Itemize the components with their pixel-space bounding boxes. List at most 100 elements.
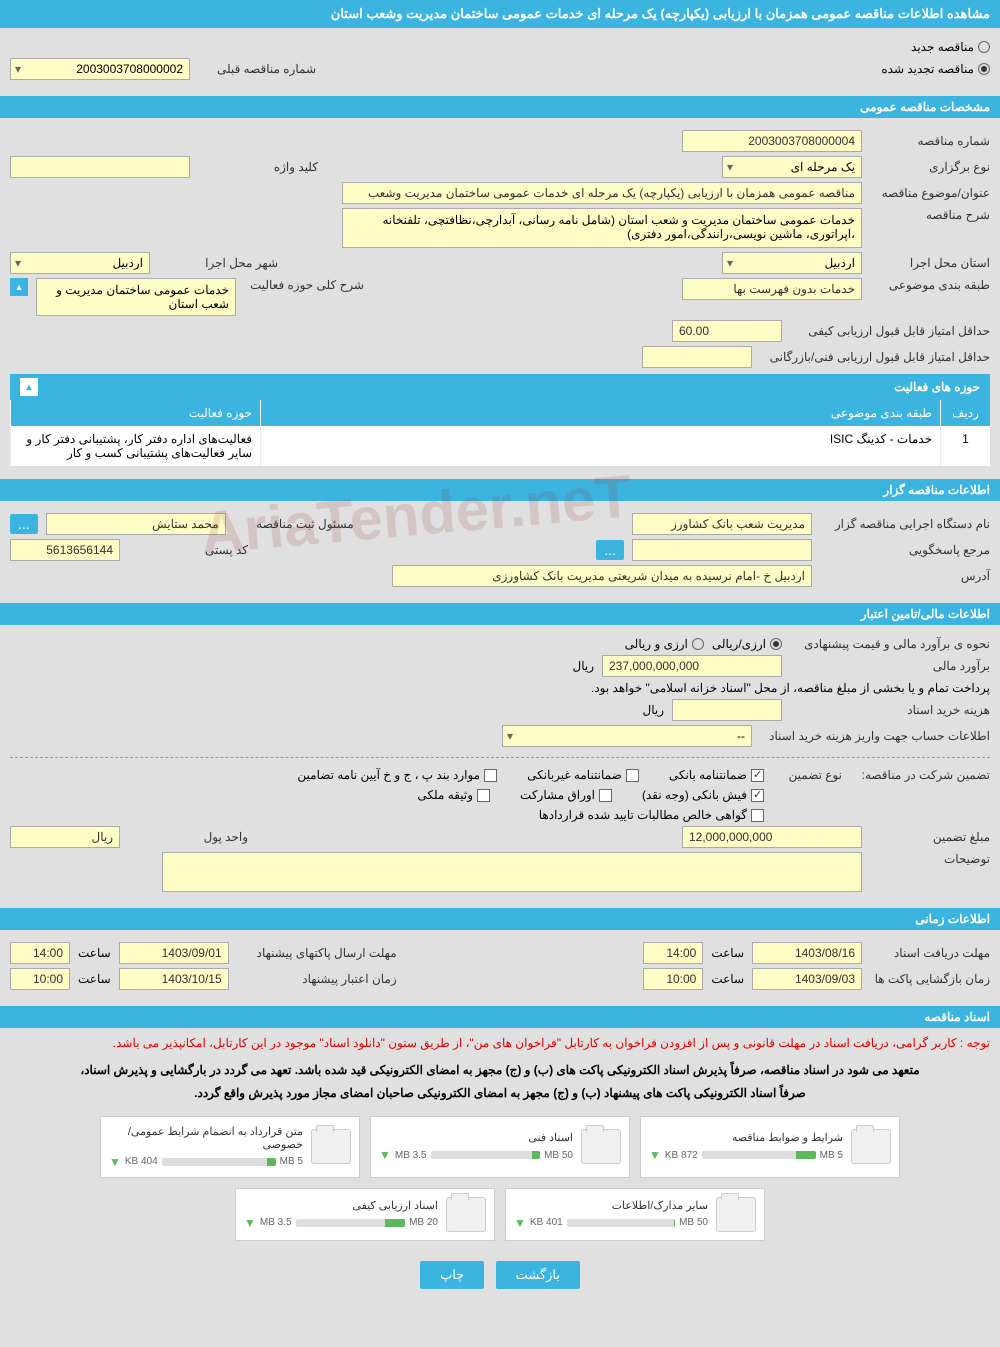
check-property[interactable]: وثیقه ملکی (417, 788, 490, 802)
file-progress-bar (702, 1151, 816, 1159)
type-select[interactable]: یک مرحله ای (722, 156, 862, 178)
doc-cost-label: هزینه خرید اسناد (790, 703, 990, 717)
radio-new-tender[interactable]: مناقصه جدید (911, 40, 990, 54)
checkbox-icon (751, 789, 764, 802)
file-total: 50 MB (544, 1150, 573, 1161)
file-card[interactable]: سایر مدارک/اطلاعات50 MB401 KB▼ (505, 1188, 765, 1241)
folder-icon (716, 1197, 756, 1232)
more-button-2[interactable]: ... (596, 540, 624, 560)
file-card[interactable]: متن قرارداد به انضمام شرایط عمومی/خصوصی5… (100, 1116, 360, 1178)
category-field: خدمات بدون فهرست بها (682, 278, 862, 300)
min-quality-field[interactable]: 60.00 (672, 320, 782, 342)
min-tech-field[interactable] (642, 346, 752, 368)
note-red: توجه : کاربر گرامی، دریافت اسناد در مهلت… (0, 1028, 1000, 1059)
checkbox-icon (477, 789, 490, 802)
file-used: 404 KB (125, 1156, 158, 1167)
open-time-field[interactable]: 10:00 (643, 968, 703, 990)
radio-dot-icon (978, 63, 990, 75)
notes-field[interactable] (162, 852, 862, 892)
section-documents: اسناد مناقصه (0, 1006, 1000, 1028)
file-card[interactable]: شرایط و ضوابط مناقصه5 MB872 KB▼ (640, 1116, 900, 1178)
download-icon[interactable]: ▼ (379, 1148, 391, 1162)
radio-forex[interactable]: ارزی و ریالی (625, 637, 704, 651)
estimate-field[interactable]: 237,000,000,000 (602, 655, 782, 677)
submit-time-field[interactable]: 14:00 (10, 942, 70, 964)
address-label: آدرس (820, 569, 990, 583)
documents-area: توجه : کاربر گرامی، دریافت اسناد در مهلت… (0, 1028, 1000, 1251)
top-radio-area: مناقصه جدید مناقصه تجدید شده شماره مناقص… (0, 28, 1000, 92)
keyword-field[interactable] (10, 156, 190, 178)
file-info: سایر مدارک/اطلاعات50 MB401 KB▼ (514, 1199, 708, 1230)
city-select[interactable]: اردبیل (10, 252, 150, 274)
file-used: 3.5 MB (395, 1150, 427, 1161)
checkbox-icon (599, 789, 612, 802)
submit-date-field[interactable]: 1403/09/01 (119, 942, 229, 964)
estimate-label: برآورد مالی (790, 659, 990, 673)
agency-label: نام دستگاه اجرایی مناقصه گزار (820, 517, 990, 531)
cell-idx: 1 (940, 426, 990, 466)
activity-desc-field[interactable]: خدمات عمومی ساختمان مدیریت و شعب استان (36, 278, 236, 316)
registrar-label: مسئول ثبت مناقصه (234, 517, 354, 531)
validity-date-field[interactable]: 1403/10/15 (119, 968, 229, 990)
file-used: 401 KB (530, 1217, 563, 1228)
file-info: اسناد فنی50 MB3.5 MB▼ (379, 1131, 573, 1162)
col-idx: ردیف (940, 400, 990, 426)
g2-label: ضمانتنامه غیربانکی (527, 768, 622, 782)
check-nonbank-guarantee[interactable]: ضمانتنامه غیربانکی (527, 768, 639, 782)
separator (10, 757, 990, 758)
radio-new-label: مناقصه جدید (911, 40, 974, 54)
agency-field: مدیریت شعب بانک کشاورز (632, 513, 812, 535)
note-black-2: صرفاً اسناد الکترونیکی پاکت های پیشنهاد … (0, 1082, 1000, 1105)
validity-time-field[interactable]: 10:00 (10, 968, 70, 990)
g6-label: وثیقه ملکی (417, 788, 473, 802)
type-label: نوع برگزاری (870, 160, 990, 174)
download-icon[interactable]: ▼ (514, 1216, 526, 1230)
check-bonds[interactable]: اوراق مشارکت (520, 788, 612, 802)
prev-tender-no-select[interactable]: 2003003708000002 (10, 58, 190, 80)
open-date-field[interactable]: 1403/09/03 (752, 968, 862, 990)
download-icon[interactable]: ▼ (649, 1148, 661, 1162)
time-label: ساعت (711, 946, 744, 960)
radio-renewed-tender[interactable]: مناقصه تجدید شده (881, 62, 990, 76)
check-regulation-items[interactable]: موارد بند پ ، ج و خ آیین نامه تضامین (297, 768, 497, 782)
account-label: اطلاعات حساب جهت واریز هزینه خرید اسناد (760, 729, 990, 743)
note-black-1: متعهد می شود در اسناد مناقصه، صرفاً پذیر… (0, 1059, 1000, 1082)
receive-date-field[interactable]: 1403/08/16 (752, 942, 862, 964)
guarantee-header: تضمین شرکت در مناقصه: (850, 768, 990, 782)
doc-cost-field[interactable] (672, 699, 782, 721)
more-button[interactable]: ... (10, 514, 38, 534)
postal-field: 5613656144 (10, 539, 120, 561)
section-general: مشخصات مناقصه عمومی (0, 96, 1000, 118)
organizer-form: نام دستگاه اجرایی مناقصه گزار مدیریت شعب… (0, 501, 1000, 599)
guarantee-amount-field[interactable]: 12,000,000,000 (682, 826, 862, 848)
section-financial: اطلاعات مالی/تامین اعتبار (0, 603, 1000, 625)
file-card[interactable]: اسناد فنی50 MB3.5 MB▼ (370, 1116, 630, 1178)
subject-field[interactable]: مناقصه عمومی همزمان با ارزیابی (یکپارچه)… (342, 182, 862, 204)
download-icon[interactable]: ▼ (244, 1216, 256, 1230)
file-info: شرایط و ضوابط مناقصه5 MB872 KB▼ (649, 1131, 843, 1162)
file-card[interactable]: اسناد ارزیابی کیفی20 MB3.5 MB▼ (235, 1188, 495, 1241)
expand-icon[interactable]: ▴ (10, 278, 28, 296)
response-field[interactable] (632, 539, 812, 561)
check-cash-receipt[interactable]: فیش بانکی (وجه نقد) (642, 788, 764, 802)
subject-label: عنوان/موضوع مناقصه (870, 186, 990, 200)
print-button[interactable]: چاپ (420, 1261, 484, 1289)
checkbox-icon (626, 769, 639, 782)
col-category: طبقه بندی موضوعی (260, 400, 940, 426)
activities-table: حوزه های فعالیت ▴ ردیف طبقه بندی موضوعی … (10, 374, 990, 467)
check-bank-guarantee[interactable]: ضمانتنامه بانکی (669, 768, 764, 782)
desc-field[interactable]: خدمات عمومی ساختمان مدیریت و شعب استان (… (342, 208, 862, 248)
min-tech-label: حداقل امتیاز قابل قبول ارزیابی فنی/بازرگ… (760, 350, 990, 364)
download-icon[interactable]: ▼ (109, 1155, 121, 1169)
radio-riyal[interactable]: ارزی/ریالی (712, 637, 782, 651)
receive-time-field[interactable]: 14:00 (643, 942, 703, 964)
file-name: شرایط و ضوابط مناقصه (649, 1131, 843, 1144)
col-activity: حوزه فعالیت (10, 400, 260, 426)
account-select[interactable]: -- (502, 725, 752, 747)
back-button[interactable]: بازگشت (496, 1261, 580, 1289)
file-progress-bar (567, 1219, 675, 1227)
province-select[interactable]: اردبیل (722, 252, 862, 274)
guarantee-type-label: نوع تضمین (772, 768, 842, 782)
check-receivables[interactable]: گواهی خالص مطالبات تایید شده قراردادها (539, 808, 764, 822)
collapse-icon[interactable]: ▴ (20, 378, 38, 396)
